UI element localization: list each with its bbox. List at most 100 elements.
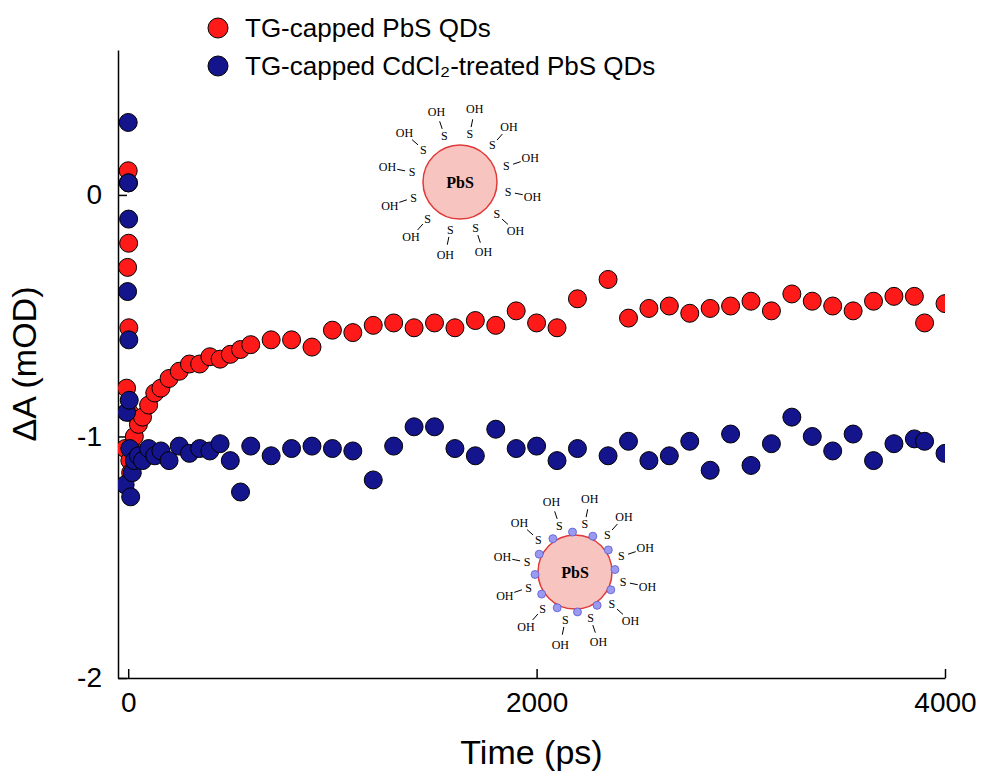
data-point — [722, 425, 740, 443]
ligand-atom: S — [581, 517, 588, 531]
qd-core — [538, 535, 612, 609]
ligand-bond — [399, 200, 407, 203]
data-point — [283, 331, 301, 349]
ligand-bond — [628, 552, 636, 555]
data-point — [344, 442, 362, 460]
ligand-atom: S — [556, 519, 563, 533]
ligand-atom: S — [420, 143, 427, 157]
data-point — [824, 442, 842, 460]
ligand-atom: S — [424, 212, 431, 226]
data-point — [405, 319, 423, 337]
ligand-end: OH — [521, 151, 539, 165]
x-tick-mark — [128, 669, 130, 678]
cd-site — [611, 566, 619, 574]
data-point — [487, 420, 505, 438]
ligand-bond — [562, 627, 564, 635]
data-point — [681, 432, 699, 450]
data-point — [916, 314, 934, 332]
data-point — [619, 432, 637, 450]
y-axis: -2-10 — [77, 51, 127, 694]
data-point — [364, 471, 382, 489]
data-point — [762, 302, 780, 320]
data-point — [936, 444, 945, 462]
data-point — [122, 488, 140, 506]
data-point — [242, 336, 260, 354]
cd-site — [531, 570, 539, 578]
ligand-end: OH — [466, 102, 484, 116]
data-point — [323, 440, 341, 458]
data-point — [466, 447, 484, 465]
ligand-end: OH — [543, 495, 561, 509]
data-point — [701, 299, 719, 317]
data-point — [211, 435, 229, 453]
ligand-end: OH — [636, 541, 654, 555]
data-point — [120, 234, 138, 252]
data-point — [303, 338, 321, 356]
data-point — [528, 314, 546, 332]
legend-marker — [208, 18, 228, 38]
data-point — [599, 270, 617, 288]
ligand-bond — [533, 614, 538, 620]
data-point — [762, 435, 780, 453]
x-tick: 2000 — [506, 669, 568, 718]
data-point — [262, 447, 280, 465]
ligand-end: OH — [475, 245, 493, 259]
data-point — [660, 447, 678, 465]
ligand-atom: S — [608, 597, 615, 611]
ligand-end: OH — [496, 589, 514, 603]
data-point — [936, 295, 945, 313]
ligand-bond — [471, 119, 473, 127]
ligand-end: OH — [428, 105, 446, 119]
cd-site — [538, 590, 546, 598]
ligand-end: OH — [639, 580, 657, 594]
x-tick-mark — [536, 669, 538, 678]
data-point — [232, 483, 250, 501]
cd-site — [604, 546, 612, 554]
ligand-bond — [630, 583, 638, 585]
x-tick-label: 4000 — [914, 687, 976, 718]
ligand-atom: S — [618, 549, 625, 563]
legend: TG-capped PbS QDsTG-capped CdCl₂-treated… — [208, 13, 655, 81]
data-point — [916, 432, 934, 450]
data-point — [385, 314, 403, 332]
qd-core — [423, 145, 497, 219]
data-point — [426, 314, 444, 332]
data-point — [446, 319, 464, 337]
ligand-bond — [447, 237, 449, 245]
ligand-bond — [593, 625, 596, 633]
data-point — [660, 297, 678, 315]
data-point — [120, 210, 138, 228]
data-point — [640, 452, 658, 470]
data-point — [844, 425, 862, 443]
data-point — [528, 437, 546, 455]
data-point — [568, 290, 586, 308]
ligand-end: OH — [402, 230, 420, 244]
x-axis-title: Time (ps) — [460, 733, 602, 771]
ligand-end: OH — [622, 614, 640, 628]
ligand-end: OH — [381, 199, 399, 213]
x-tick-label: 0 — [121, 687, 137, 718]
legend-label: TG-capped PbS QDs — [245, 13, 491, 43]
y-axis-title: ΔA (mOD) — [5, 287, 43, 442]
ligand-atom: S — [472, 221, 479, 235]
chart: 0 2000 4000 -2-10 Time (ps) ΔA (mOD) S OH S OH S OH… — [0, 0, 985, 784]
ligand-atom: S — [524, 555, 531, 569]
plot-area — [118, 113, 945, 505]
data-point — [119, 174, 137, 192]
data-point — [568, 440, 586, 458]
ligand-bond — [513, 162, 521, 165]
data-point — [262, 331, 280, 349]
data-point — [507, 440, 525, 458]
data-point — [865, 292, 883, 310]
legend-marker — [208, 56, 228, 76]
y-tick-mark — [118, 195, 127, 197]
data-point — [119, 174, 137, 192]
data-point — [548, 319, 566, 337]
data-point — [507, 302, 525, 320]
y-tick-label: 0 — [86, 179, 102, 210]
cd-site — [549, 535, 557, 543]
x-axis-line — [119, 678, 946, 680]
ligand-end: OH — [552, 638, 570, 652]
x-tick: 4000 — [914, 669, 976, 718]
ligand-atom: S — [409, 165, 416, 179]
